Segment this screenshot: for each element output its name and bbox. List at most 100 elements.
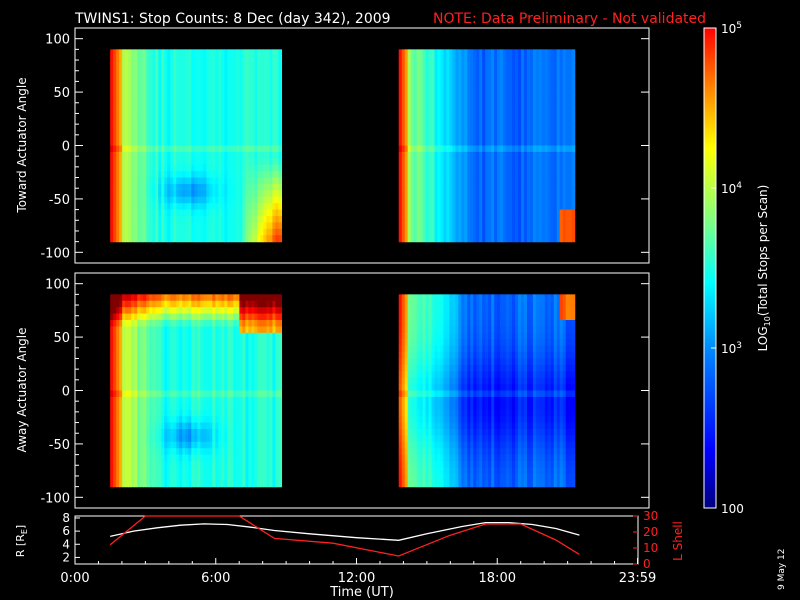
heatmap-cell xyxy=(260,68,264,76)
heatmap-cell xyxy=(263,183,268,191)
heatmap-cell xyxy=(413,100,418,108)
heatmap-cell xyxy=(224,403,228,411)
heatmap-cell xyxy=(538,171,543,179)
heatmap-cell xyxy=(506,222,510,230)
heatmap-cell xyxy=(272,222,277,230)
heatmap-cell xyxy=(209,151,213,159)
heatmap-cell xyxy=(152,119,156,127)
heatmap-cell xyxy=(257,132,261,140)
heatmap-cell xyxy=(152,190,156,198)
heatmap-cell xyxy=(158,222,162,230)
heatmap-cell xyxy=(245,228,249,236)
heatmap-cell xyxy=(212,332,216,340)
heatmap-cell xyxy=(479,216,483,224)
heatmap-cell xyxy=(185,480,189,488)
heatmap-cell xyxy=(212,228,216,236)
heatmap-cell xyxy=(170,151,174,159)
y-tick-label: 100 xyxy=(45,33,70,48)
heatmap-cell xyxy=(200,235,204,243)
heatmap-cell xyxy=(122,403,126,411)
heatmap-cell xyxy=(532,81,537,89)
heatmap-cell xyxy=(550,81,555,89)
heatmap-cell xyxy=(266,100,271,108)
heatmap-cell xyxy=(428,49,433,57)
heatmap-cell xyxy=(179,377,183,385)
heatmap-cell xyxy=(131,113,135,121)
heatmap-cell xyxy=(236,132,240,140)
heatmap-cell xyxy=(413,81,418,89)
heatmap-cell xyxy=(125,190,129,198)
heatmap-cell xyxy=(488,164,492,172)
heatmap-cell xyxy=(230,480,234,488)
heatmap-cell xyxy=(449,222,453,230)
heatmap-cell xyxy=(161,339,165,347)
heatmap-cell xyxy=(212,190,216,198)
heatmap-cell xyxy=(467,100,471,108)
heatmap-cell xyxy=(155,145,159,153)
heatmap-cell xyxy=(200,313,204,321)
heatmap-cell xyxy=(398,177,403,185)
heatmap-cell xyxy=(416,49,421,57)
heatmap-cell xyxy=(242,94,246,102)
heatmap-cell xyxy=(218,126,222,134)
heatmap-cell xyxy=(482,183,486,191)
heatmap-cell xyxy=(209,409,213,417)
heatmap-cell xyxy=(449,183,453,191)
heatmap-cell xyxy=(227,145,231,153)
heatmap-cell xyxy=(272,209,277,217)
heatmap-cell xyxy=(188,62,192,70)
heatmap-cell xyxy=(440,145,445,153)
heatmap-cell xyxy=(128,300,132,308)
heatmap-cell xyxy=(571,107,576,115)
heatmap-cell xyxy=(212,480,216,488)
heatmap-cell xyxy=(230,68,234,76)
heatmap-cell xyxy=(113,100,117,108)
heatmap-cell xyxy=(215,139,219,147)
heatmap-cell xyxy=(110,313,114,321)
heatmap-cell xyxy=(110,68,114,76)
heatmap-cell xyxy=(497,113,501,121)
heatmap-cell xyxy=(529,196,534,204)
heatmap-cell xyxy=(140,480,144,488)
heatmap-cell xyxy=(236,307,240,315)
heatmap-cell xyxy=(434,209,439,217)
heatmap-cell xyxy=(491,139,495,147)
heatmap-cell xyxy=(137,339,141,347)
heatmap-cell xyxy=(485,132,489,140)
heatmap-cell xyxy=(518,216,522,224)
heatmap-cell xyxy=(155,177,159,185)
heatmap-cell xyxy=(110,222,114,230)
heatmap-cell xyxy=(200,151,204,159)
heatmap-cell xyxy=(221,473,225,481)
heatmap-cell xyxy=(188,81,192,89)
heatmap-cell xyxy=(128,139,132,147)
heatmap-cell xyxy=(119,294,123,302)
heatmap-cell xyxy=(526,228,531,236)
heatmap-cell xyxy=(416,139,421,147)
heatmap-cell xyxy=(461,151,465,159)
heatmap-cell xyxy=(152,377,156,385)
heatmap-cell xyxy=(170,158,174,166)
heatmap-cell xyxy=(146,390,150,398)
heatmap-cell xyxy=(191,222,195,230)
heatmap-cell xyxy=(236,396,240,404)
heatmap-cell xyxy=(547,87,552,95)
heatmap-cell xyxy=(158,145,162,153)
heatmap-cell xyxy=(556,196,561,204)
heatmap-cell xyxy=(167,352,171,360)
heatmap-cell xyxy=(134,164,138,172)
heatmap-cell xyxy=(494,171,498,179)
heatmap-cell xyxy=(512,94,516,102)
heatmap-cell xyxy=(251,396,255,404)
heatmap-cell xyxy=(188,422,192,430)
heatmap-cell xyxy=(137,345,141,353)
heatmap-cell xyxy=(182,145,186,153)
heatmap-cell xyxy=(119,216,123,224)
heatmap-cell xyxy=(233,203,237,211)
heatmap-cell xyxy=(131,75,135,83)
heatmap-cell xyxy=(209,352,213,360)
heatmap-cell xyxy=(221,300,225,308)
heatmap-cell xyxy=(532,62,537,70)
heatmap-cell xyxy=(251,183,255,191)
heatmap-cell xyxy=(137,119,141,127)
